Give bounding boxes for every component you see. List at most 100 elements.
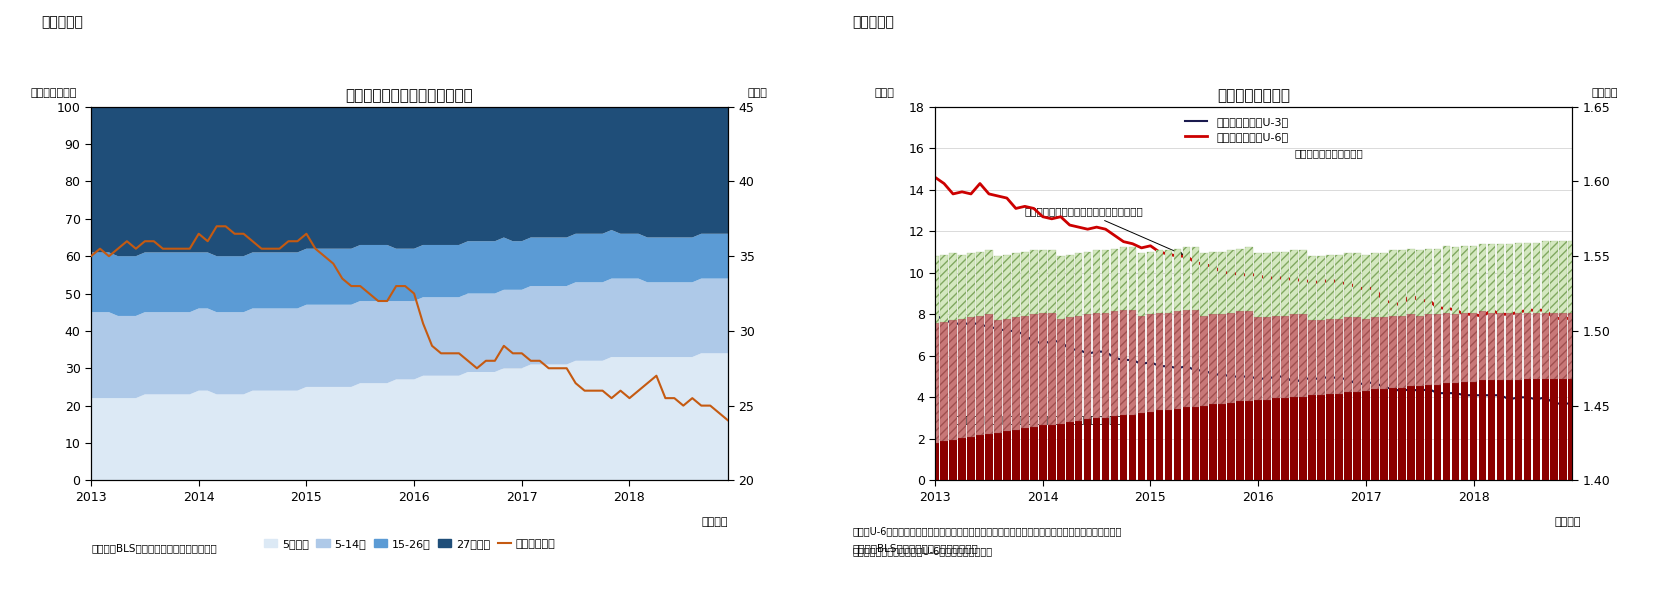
Bar xyxy=(1003,319,1011,431)
Bar xyxy=(1496,313,1504,380)
Bar xyxy=(1147,412,1154,593)
Bar xyxy=(1307,395,1316,593)
Bar xyxy=(1291,314,1298,397)
Text: （図表７）: （図表７） xyxy=(41,15,83,30)
Bar xyxy=(1354,392,1360,593)
Bar xyxy=(1165,250,1172,313)
Bar xyxy=(1263,253,1271,317)
Text: （資料）BLSよりニッセイ基礎研究所作成: （資料）BLSよりニッセイ基礎研究所作成 xyxy=(852,544,978,553)
Text: 周辺労働力人口（右軸）: 周辺労働力人口（右軸） xyxy=(1294,149,1362,158)
Text: （月次）: （月次） xyxy=(1554,517,1581,527)
Bar xyxy=(1451,314,1460,383)
Bar xyxy=(1218,251,1226,314)
Bar xyxy=(1273,251,1279,316)
Bar xyxy=(1533,243,1541,313)
Bar xyxy=(1551,241,1557,313)
Bar xyxy=(1344,317,1352,392)
Bar xyxy=(1443,313,1450,383)
Bar xyxy=(1173,409,1182,593)
Bar xyxy=(940,322,948,441)
Bar xyxy=(1299,250,1307,314)
Title: 広義失業率の推移: 広義失業率の推移 xyxy=(1216,88,1291,103)
Bar xyxy=(1021,251,1029,316)
Bar xyxy=(967,437,975,593)
Bar xyxy=(1478,380,1486,593)
Bar xyxy=(1362,319,1370,391)
Bar xyxy=(1155,250,1163,313)
Bar xyxy=(1228,403,1235,593)
Bar xyxy=(1478,311,1486,380)
Bar xyxy=(1102,313,1109,417)
Text: 周辺労働力は失業率（U-6）より逆算して推計: 周辺労働力は失業率（U-6）より逆算して推計 xyxy=(852,547,993,556)
Bar xyxy=(950,320,957,440)
Bar xyxy=(1102,417,1109,593)
Bar xyxy=(1200,406,1208,593)
Bar xyxy=(1066,317,1074,422)
Bar xyxy=(1559,379,1567,593)
Bar xyxy=(1039,250,1046,313)
Bar xyxy=(1029,426,1038,593)
Bar xyxy=(950,253,957,320)
Bar xyxy=(940,441,948,593)
Bar xyxy=(1470,246,1478,313)
Bar xyxy=(1218,404,1226,593)
Bar xyxy=(1506,313,1513,380)
Bar xyxy=(1569,313,1576,379)
Bar xyxy=(1354,317,1360,392)
Bar xyxy=(1461,313,1468,382)
Bar xyxy=(1398,388,1405,593)
Bar xyxy=(1569,379,1576,593)
Legend: 5週未満, 5-14週, 15-26週, 27週以上, 平均（右軸）: 5週未満, 5-14週, 15-26週, 27週以上, 平均（右軸） xyxy=(260,534,559,553)
Bar xyxy=(1326,394,1334,593)
Bar xyxy=(1362,391,1370,593)
Bar xyxy=(1307,256,1316,320)
Bar xyxy=(1370,253,1379,317)
Bar xyxy=(958,319,967,438)
Bar xyxy=(1326,319,1334,394)
Bar xyxy=(1183,247,1190,310)
Bar xyxy=(1084,314,1091,419)
Bar xyxy=(1541,241,1549,313)
Bar xyxy=(1210,251,1216,314)
Bar xyxy=(1291,397,1298,593)
Bar xyxy=(1074,253,1082,316)
Bar xyxy=(1451,247,1460,314)
Bar xyxy=(967,253,975,317)
Bar xyxy=(1273,398,1279,593)
Bar xyxy=(1165,313,1172,410)
Bar xyxy=(1344,253,1352,317)
Bar xyxy=(1236,311,1245,401)
Text: （図表８）: （図表８） xyxy=(852,15,894,30)
Bar xyxy=(1496,380,1504,593)
Text: （％）: （％） xyxy=(874,88,894,97)
Bar xyxy=(1514,380,1523,593)
Bar xyxy=(1003,254,1011,319)
Bar xyxy=(1147,314,1154,412)
Bar xyxy=(1380,317,1387,389)
Bar xyxy=(1228,313,1235,403)
Bar xyxy=(985,314,993,434)
Bar xyxy=(1003,431,1011,593)
Bar xyxy=(1254,253,1263,317)
Bar xyxy=(1389,316,1397,388)
Bar xyxy=(1514,313,1523,380)
Bar xyxy=(967,317,975,437)
Bar xyxy=(1488,244,1496,313)
Text: （資料）BLSよりニッセイ基礎研究所作成: （資料）BLSよりニッセイ基礎研究所作成 xyxy=(91,544,217,553)
Bar xyxy=(1111,416,1119,593)
Bar xyxy=(1263,317,1271,400)
Bar xyxy=(1210,404,1216,593)
Bar xyxy=(1559,241,1567,313)
Bar xyxy=(1092,250,1101,313)
Bar xyxy=(1074,420,1082,593)
Bar xyxy=(1281,251,1289,316)
Bar xyxy=(1183,310,1190,407)
Bar xyxy=(1011,253,1019,317)
Bar xyxy=(932,256,938,323)
Bar xyxy=(1470,382,1478,593)
Bar xyxy=(958,438,967,593)
Bar xyxy=(1433,248,1442,314)
Bar xyxy=(940,254,948,322)
Bar xyxy=(1048,425,1056,593)
Bar xyxy=(1029,314,1038,426)
